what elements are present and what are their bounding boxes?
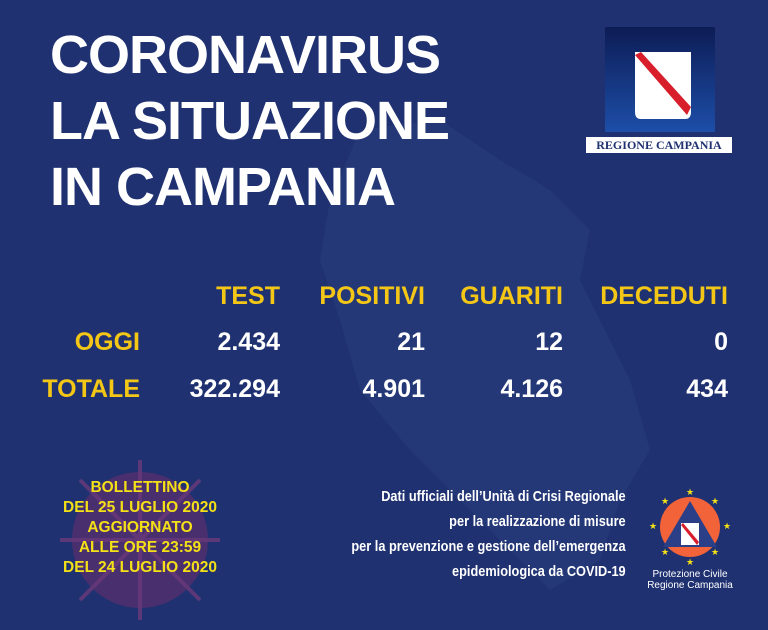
svg-text:★: ★ bbox=[723, 521, 731, 531]
info-line: per la realizzazione di misure bbox=[449, 513, 626, 530]
value: 12 bbox=[535, 328, 563, 356]
title-line: LA SITUAZIONE bbox=[50, 91, 450, 151]
value: 4.126 bbox=[500, 375, 563, 403]
shield-icon bbox=[635, 52, 691, 119]
bulletin-line: ALLE ORE 23:59 bbox=[78, 539, 202, 556]
value: 0 bbox=[714, 328, 728, 356]
title-line: CORONAVIRUS bbox=[50, 25, 441, 85]
bulletin-line: AGGIORNATO bbox=[87, 519, 193, 536]
value: 434 bbox=[686, 375, 728, 403]
value: 2.434 bbox=[217, 328, 280, 356]
bulletin-line: DEL 25 LUGLIO 2020 bbox=[63, 499, 217, 516]
header-positivi: POSITIVI bbox=[319, 282, 425, 310]
bulletin-line: BOLLETTINO bbox=[90, 479, 190, 496]
info-line: epidemiologica da COVID-19 bbox=[452, 563, 626, 580]
svg-text:★: ★ bbox=[711, 547, 719, 557]
svg-text:★: ★ bbox=[661, 496, 669, 506]
page-title: CORONAVIRUS LA SITUAZIONE IN CAMPANIA bbox=[50, 22, 450, 220]
value: 322.294 bbox=[189, 375, 280, 403]
bulletin-line: DEL 24 LUGLIO 2020 bbox=[63, 559, 217, 576]
header-guariti: GUARITI bbox=[460, 282, 563, 310]
protezione-civile-logo: ★ ★ ★ ★ ★ ★ ★ ★ bbox=[649, 487, 731, 567]
svg-text:★: ★ bbox=[686, 487, 694, 497]
pc-line: Regione Campania bbox=[647, 580, 733, 591]
row-label-totale: TOTALE bbox=[42, 375, 140, 403]
header-deceduti: DECEDUTI bbox=[600, 282, 728, 310]
svg-text:★: ★ bbox=[686, 557, 694, 567]
pc-line: Protezione Civile bbox=[652, 569, 728, 580]
virus-icon bbox=[60, 460, 220, 620]
svg-text:★: ★ bbox=[649, 521, 657, 531]
header-test: TEST bbox=[216, 282, 280, 310]
protezione-civile-label: Protezione Civile Regione Campania bbox=[638, 569, 742, 591]
info-line: per la prevenzione e gestione dell’emerg… bbox=[351, 538, 626, 555]
svg-text:★: ★ bbox=[711, 496, 719, 506]
regione-campania-logo bbox=[605, 27, 715, 132]
logo-label: REGIONE CAMPANIA bbox=[585, 136, 733, 154]
value: 21 bbox=[397, 328, 425, 356]
campania-map-silhouette bbox=[320, 120, 650, 590]
info-line: Dati ufficiali dell’Unità di Crisi Regio… bbox=[381, 488, 626, 505]
title-line: IN CAMPANIA bbox=[50, 157, 396, 217]
bulletin-text: BOLLETTINO DEL 25 LUGLIO 2020 AGGIORNATO… bbox=[40, 478, 240, 578]
svg-text:★: ★ bbox=[661, 547, 669, 557]
info-text: Dati ufficiali dell’Unità di Crisi Regio… bbox=[352, 484, 626, 584]
value: 4.901 bbox=[362, 375, 425, 403]
row-label-oggi: OGGI bbox=[74, 328, 140, 356]
